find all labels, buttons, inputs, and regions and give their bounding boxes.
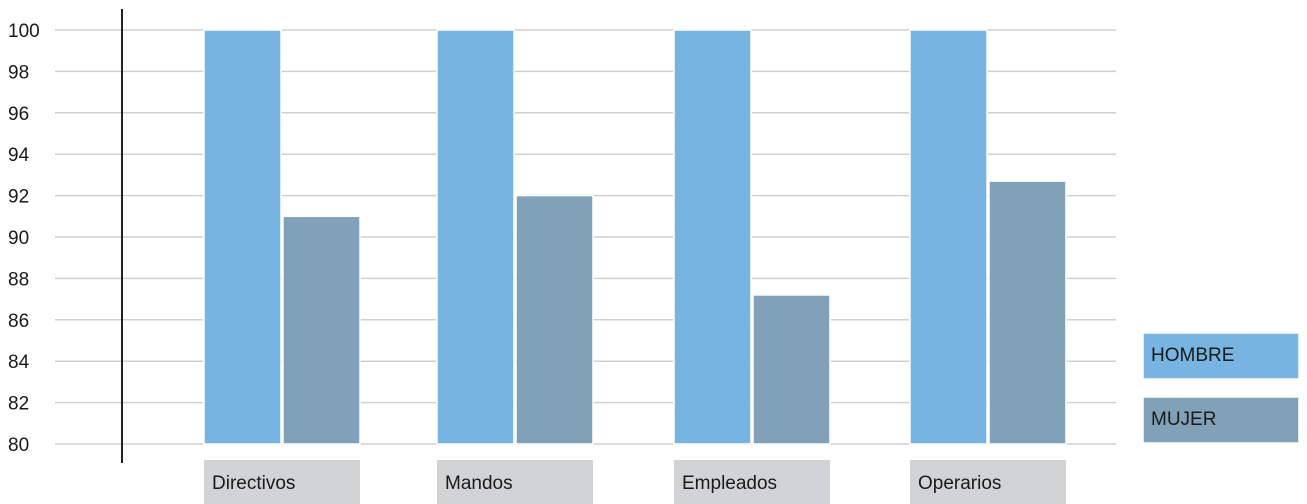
y-tick-label: 100 xyxy=(8,21,40,42)
category-label-box xyxy=(204,460,360,504)
y-tick-label: 86 xyxy=(8,311,29,332)
bar-mujer-empleados xyxy=(752,294,831,445)
y-tick-label: 90 xyxy=(8,228,29,249)
bar-mujer-operarios xyxy=(988,180,1067,445)
legend-swatch-mujer xyxy=(1142,396,1300,444)
y-tick-label: 84 xyxy=(8,352,30,373)
category-label-box xyxy=(910,460,1066,504)
category-label: Operarios xyxy=(918,473,1001,494)
bar-mujer-directivos xyxy=(282,215,361,445)
bar-hombre-empleados xyxy=(673,29,752,445)
y-tick-label: 80 xyxy=(8,435,29,456)
category-label: Directivos xyxy=(212,473,295,494)
bar-hombre-directivos xyxy=(203,29,282,445)
bar-hombre-mandos xyxy=(436,29,515,445)
legend-label-hombre: HOMBRE xyxy=(1151,345,1234,366)
y-tick-label: 92 xyxy=(8,187,29,208)
category-label: Empleados xyxy=(682,473,777,494)
category-label: Mandos xyxy=(445,473,513,494)
category-labels: Directivos Mandos Empleados Operarios xyxy=(204,460,1066,504)
y-tick-label: 98 xyxy=(8,62,29,83)
y-tick-label: 88 xyxy=(8,269,29,290)
y-tick-label: 82 xyxy=(8,394,29,415)
bar-hombre-operarios xyxy=(909,29,988,445)
category-label-box xyxy=(674,460,830,504)
legend: HOMBRE MUJER xyxy=(1142,332,1300,444)
bar-mujer-mandos xyxy=(515,194,594,445)
bars xyxy=(203,29,1067,445)
legend-swatch-hombre xyxy=(1142,332,1300,380)
category-label-box xyxy=(437,460,593,504)
legend-label-mujer: MUJER xyxy=(1151,409,1216,430)
y-tick-label: 96 xyxy=(8,104,29,125)
y-axis-tick-labels: 80 82 84 86 88 90 92 94 96 98 100 xyxy=(8,21,40,456)
y-tick-label: 94 xyxy=(8,145,30,166)
